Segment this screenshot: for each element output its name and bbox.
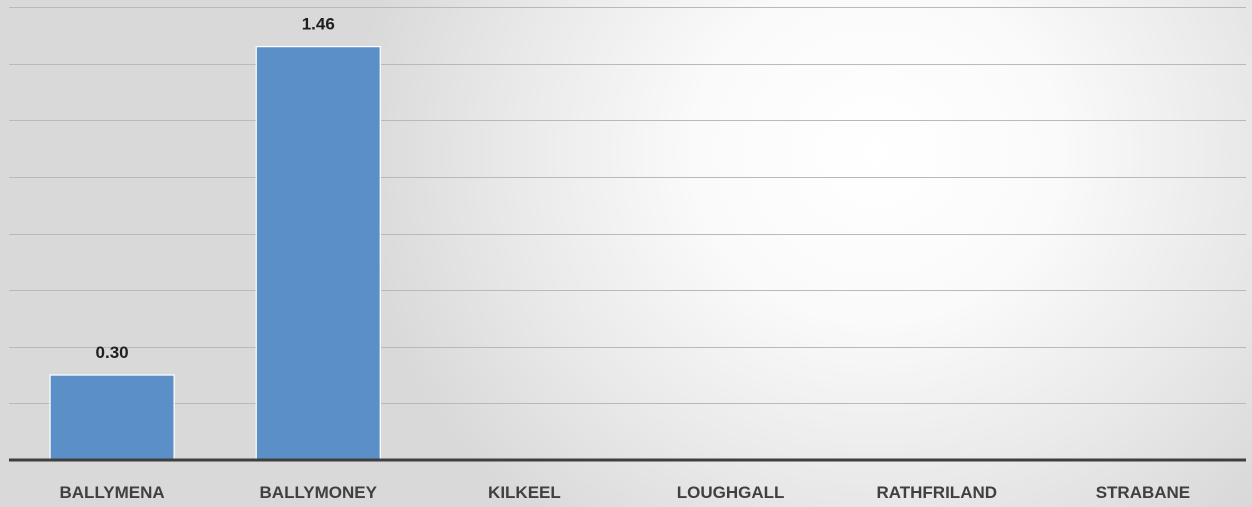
x-tick-label-rathfriland: RATHFRILAND [876,483,997,502]
x-tick-label-strabane: STRABANE [1096,483,1190,502]
gridlines [9,7,1246,404]
x-tick-label-loughgall: LOUGHGALL [677,483,785,502]
data-labels: 0.30 1.46 [96,15,335,362]
data-label-ballymena: 0.30 [96,343,129,362]
x-tick-label-ballymoney: BALLYMONEY [260,483,378,502]
bar-ballymoney [255,46,381,461]
bars [49,46,381,461]
bar-ballymena [49,374,175,461]
x-tick-label-ballymena: BALLYMENA [60,483,165,502]
x-tick-label-kilkeel: KILKEEL [488,483,561,502]
x-axis-tick-labels: BALLYMENA BALLYMONEY KILKEEL LOUGHGALL RATHF… [60,483,1191,502]
data-label-ballymoney: 1.46 [302,15,335,34]
